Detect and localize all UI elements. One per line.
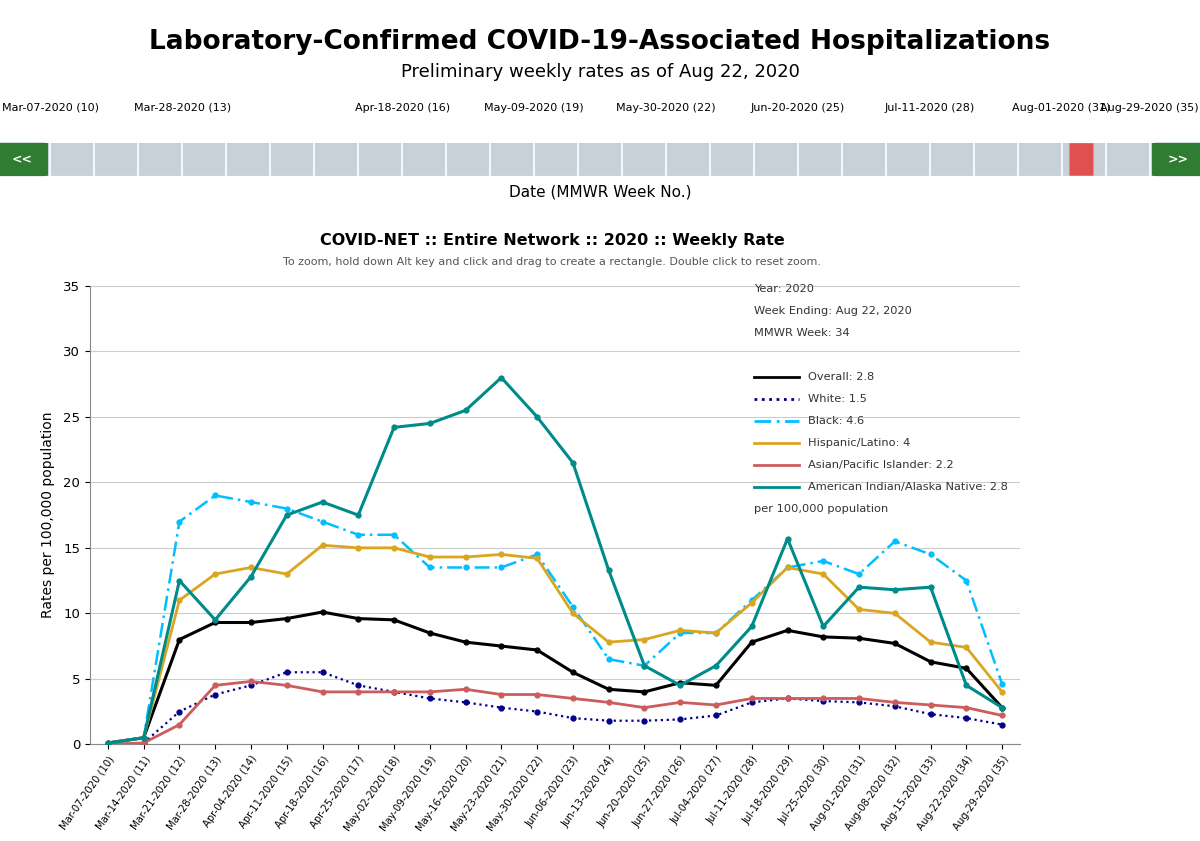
- Text: Mar-07-2020 (10): Mar-07-2020 (10): [2, 103, 98, 113]
- Text: Jun-20-2020 (25): Jun-20-2020 (25): [751, 103, 845, 113]
- Text: Hispanic/Latino: 4: Hispanic/Latino: 4: [809, 438, 911, 448]
- Text: To zoom, hold down Alt key and click and drag to create a rectangle. Double clic: To zoom, hold down Alt key and click and…: [283, 257, 821, 267]
- FancyBboxPatch shape: [1069, 143, 1093, 176]
- Text: Aug-01-2020 (31): Aug-01-2020 (31): [1013, 103, 1111, 113]
- Text: Overall: 2.8: Overall: 2.8: [809, 373, 875, 383]
- Text: >>: >>: [1168, 153, 1188, 166]
- FancyBboxPatch shape: [1152, 143, 1200, 176]
- Text: <<: <<: [12, 153, 32, 166]
- Text: Mar-28-2020 (13): Mar-28-2020 (13): [133, 103, 230, 113]
- Text: Laboratory-Confirmed COVID-19-Associated Hospitalizations: Laboratory-Confirmed COVID-19-Associated…: [150, 29, 1050, 56]
- Text: Week Ending: Aug 22, 2020: Week Ending: Aug 22, 2020: [755, 306, 912, 316]
- Text: May-30-2020 (22): May-30-2020 (22): [616, 103, 715, 113]
- Text: Asian/Pacific Islander: 2.2: Asian/Pacific Islander: 2.2: [809, 460, 954, 470]
- Text: Year: 2020: Year: 2020: [755, 284, 815, 294]
- Text: American Indian/Alaska Native: 2.8: American Indian/Alaska Native: 2.8: [809, 483, 1008, 492]
- Text: Apr-18-2020 (16): Apr-18-2020 (16): [354, 103, 450, 113]
- Text: Date (MMWR Week No.): Date (MMWR Week No.): [509, 185, 691, 200]
- Text: White: 1.5: White: 1.5: [809, 394, 868, 405]
- Text: Jul-11-2020 (28): Jul-11-2020 (28): [884, 103, 974, 113]
- Y-axis label: Rates per 100,000 population: Rates per 100,000 population: [41, 412, 55, 618]
- Text: Black: 4.6: Black: 4.6: [809, 416, 864, 426]
- Text: Aug-29-2020 (35): Aug-29-2020 (35): [1100, 103, 1199, 113]
- FancyBboxPatch shape: [47, 143, 1153, 176]
- Text: Preliminary weekly rates as of Aug 22, 2020: Preliminary weekly rates as of Aug 22, 2…: [401, 63, 799, 81]
- Text: ▣: ▣: [1036, 235, 1057, 255]
- Text: COVID-NET :: Entire Network :: 2020 :: Weekly Rate: COVID-NET :: Entire Network :: 2020 :: W…: [319, 233, 785, 248]
- FancyBboxPatch shape: [0, 143, 48, 176]
- Text: May-09-2020 (19): May-09-2020 (19): [485, 103, 584, 113]
- Text: MMWR Week: 34: MMWR Week: 34: [755, 329, 850, 338]
- Text: per 100,000 population: per 100,000 population: [755, 505, 888, 515]
